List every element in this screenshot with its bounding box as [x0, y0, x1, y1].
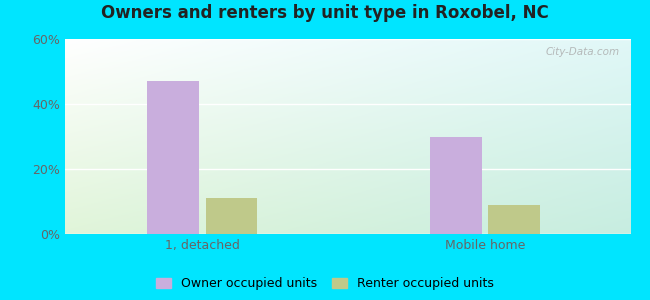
Bar: [205, 198, 257, 234]
Text: City-Data.com: City-Data.com: [545, 47, 619, 57]
Bar: [488, 205, 540, 234]
Text: Owners and renters by unit type in Roxobel, NC: Owners and renters by unit type in Roxob…: [101, 4, 549, 22]
Bar: [148, 81, 199, 234]
Legend: Owner occupied units, Renter occupied units: Owner occupied units, Renter occupied un…: [152, 273, 498, 294]
Bar: [430, 136, 482, 234]
